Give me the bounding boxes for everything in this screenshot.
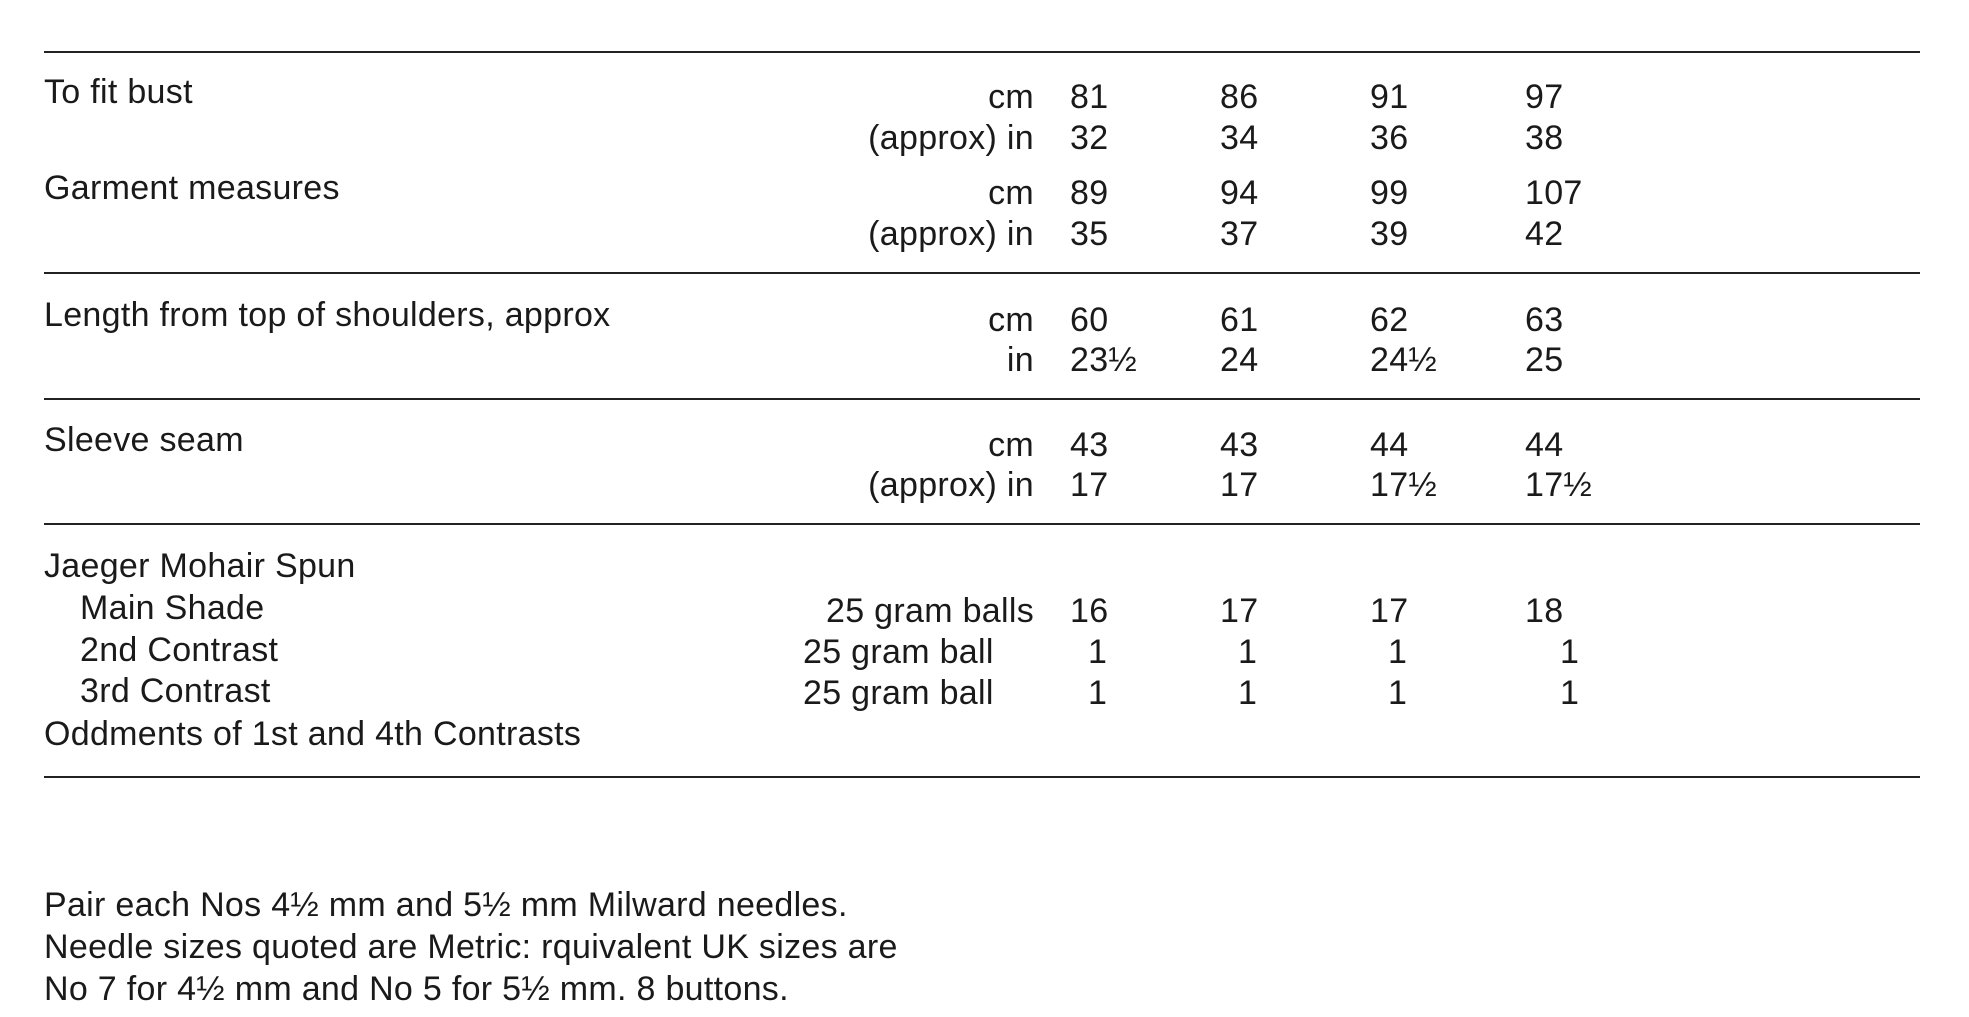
value-cell: 18 — [1525, 592, 1564, 630]
value-cell: 17 — [1070, 466, 1109, 504]
row-label-2nd-contrast: 2nd Contrast — [80, 631, 279, 669]
row-label-oddments: Oddments of 1st and 4th Contrasts — [44, 715, 582, 753]
value-cell: 1 — [1560, 633, 1580, 671]
value-cell: 63 — [1525, 301, 1564, 339]
value-cell: 17 — [1220, 466, 1259, 504]
section-divider — [44, 272, 1920, 274]
section-divider — [44, 523, 1920, 525]
value-cell: 44 — [1525, 426, 1564, 464]
row-label-length: Length from top of shoulders, approx — [44, 296, 611, 334]
table-top-rule — [44, 51, 1920, 53]
value-cell: 24½ — [1370, 341, 1438, 379]
unit-gram-balls: 25 gram balls — [826, 592, 1034, 630]
value-cell: 62 — [1370, 301, 1409, 339]
value-cell: 17½ — [1525, 466, 1593, 504]
value-cell: 1 — [1560, 674, 1580, 712]
value-cell: 43 — [1220, 426, 1259, 464]
value-cell: 36 — [1370, 119, 1409, 157]
value-cell: 1 — [1238, 633, 1258, 671]
value-cell: 43 — [1070, 426, 1109, 464]
unit-cm: cm — [988, 301, 1034, 339]
value-cell: 17 — [1370, 592, 1409, 630]
row-label-3rd-contrast: 3rd Contrast — [80, 672, 271, 710]
value-cell: 97 — [1525, 78, 1564, 116]
value-cell: 81 — [1070, 78, 1109, 116]
value-cell: 89 — [1070, 174, 1109, 212]
value-cell: 1 — [1088, 674, 1108, 712]
value-cell: 1 — [1238, 674, 1258, 712]
table-bottom-rule — [44, 776, 1920, 778]
unit-approx-in: (approx) in — [868, 215, 1034, 253]
section-divider — [44, 398, 1920, 400]
value-cell: 16 — [1070, 592, 1109, 630]
value-cell: 1 — [1388, 674, 1408, 712]
note-line: Needle sizes quoted are Metric: rquivale… — [44, 928, 898, 966]
unit-cm: cm — [988, 174, 1034, 212]
value-cell: 39 — [1370, 215, 1409, 253]
value-cell: 1 — [1088, 633, 1108, 671]
value-cell: 44 — [1370, 426, 1409, 464]
value-cell: 24 — [1220, 341, 1259, 379]
unit-cm: cm — [988, 426, 1034, 464]
row-label-yarn: Jaeger Mohair Spun — [44, 547, 356, 585]
row-label-main-shade: Main Shade — [80, 589, 265, 627]
value-cell: 32 — [1070, 119, 1109, 157]
value-cell: 42 — [1525, 215, 1564, 253]
note-line: No 7 for 4½ mm and No 5 for 5½ mm. 8 but… — [44, 970, 789, 1008]
value-cell: 17½ — [1370, 466, 1438, 504]
value-cell: 17 — [1220, 592, 1259, 630]
row-label-garment-measures: Garment measures — [44, 169, 340, 207]
unit-cm: cm — [988, 78, 1034, 116]
value-cell: 34 — [1220, 119, 1259, 157]
value-cell: 61 — [1220, 301, 1259, 339]
value-cell: 1 — [1388, 633, 1408, 671]
value-cell: 25 — [1525, 341, 1564, 379]
value-cell: 23½ — [1070, 341, 1138, 379]
value-cell: 38 — [1525, 119, 1564, 157]
value-cell: 37 — [1220, 215, 1259, 253]
needle-notes: Pair each Nos 4½ mm and 5½ mm Milward ne… — [44, 884, 898, 1010]
unit-approx-in: (approx) in — [868, 119, 1034, 157]
unit-in: in — [1006, 341, 1034, 379]
note-line: Pair each Nos 4½ mm and 5½ mm Milward ne… — [44, 886, 848, 924]
value-cell: 60 — [1070, 301, 1109, 339]
unit-gram-ball: 25 gram ball — [803, 633, 994, 671]
row-label-sleeve-seam: Sleeve seam — [44, 421, 244, 459]
value-cell: 99 — [1370, 174, 1409, 212]
unit-gram-ball: 25 gram ball — [803, 674, 994, 712]
unit-approx-in: (approx) in — [868, 466, 1034, 504]
value-cell: 107 — [1525, 174, 1583, 212]
value-cell: 35 — [1070, 215, 1109, 253]
value-cell: 86 — [1220, 78, 1259, 116]
value-cell: 94 — [1220, 174, 1259, 212]
value-cell: 91 — [1370, 78, 1409, 116]
row-label-to-fit-bust: To fit bust — [44, 73, 193, 111]
